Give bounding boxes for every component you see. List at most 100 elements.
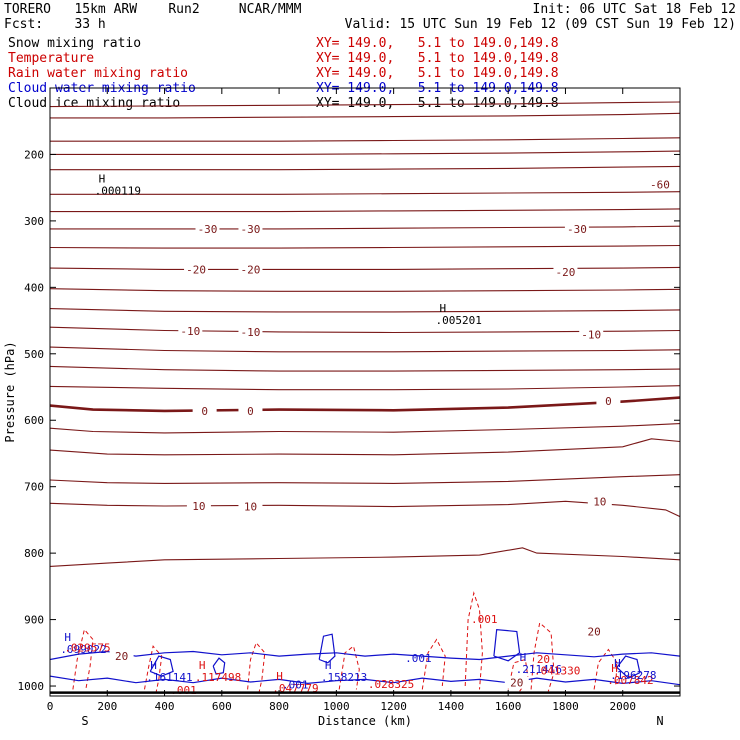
isotherm-label-8: -10 (241, 326, 261, 339)
isotherm-label-bg-6 (553, 266, 578, 279)
isotherm-label-4: -20 (186, 263, 206, 276)
isotherm-21 (50, 547, 680, 567)
h-marker-3: H (150, 659, 157, 672)
x-tick-label-4: 800 (269, 700, 289, 713)
h-marker-6: H (325, 659, 332, 672)
h-marker-value-1: .005201 (435, 314, 481, 327)
cloud-contour-4 (149, 655, 174, 677)
isotherm-2 (50, 137, 680, 142)
isotherm-label-bg-10 (192, 404, 217, 417)
isotherm-label-bg-1 (195, 222, 220, 235)
isotherm-label-6: -20 (556, 266, 576, 279)
isotherm-label-bg-9 (579, 328, 604, 341)
plot-frame (49, 87, 681, 697)
isotherm-label-2: -30 (241, 223, 261, 236)
isotherm-label-bg-4 (184, 263, 209, 276)
isotherm-3 (50, 150, 680, 155)
north-label: N (656, 714, 663, 728)
y-tick-label-1: 300 (24, 215, 44, 228)
y-tick-label-8: 1000 (18, 680, 45, 693)
h-marker-7: H (520, 651, 527, 664)
x-tick-label-8: 1600 (495, 700, 522, 713)
isotherm-label-bg-15 (587, 495, 612, 508)
isotherm-1 (50, 112, 680, 119)
isotherm-label-11: 0 (247, 405, 254, 418)
contour-labels: -60 -30 -30 -30 -20 -20 -20 -10 -10 -10 0 0 0 10 10 10 2… (60, 172, 672, 697)
isotherm-19 (50, 474, 680, 484)
x-tick-label-0: 0 (47, 700, 54, 713)
h-marker-value-8: .007842 (607, 674, 653, 687)
y-tick-label-2: 400 (24, 281, 44, 294)
h-marker-2: H (64, 631, 71, 644)
isotherm-label-0: -60 (650, 178, 670, 191)
isotherm-label-16: 20 (587, 626, 600, 639)
rain-contour-6 (530, 621, 555, 692)
legend-snow-xy: XY= 149.0, 5.1 to 149.0,149.8 (316, 36, 559, 51)
x-tick-label-10: 2000 (609, 700, 636, 713)
legend-snow-label: Snow mixing ratio (8, 36, 142, 51)
isotherm-label-bg-3 (564, 222, 589, 235)
legend-rain-label: Rain water mixing ratio (8, 66, 189, 81)
x-tick-label-9: 1800 (552, 700, 579, 713)
h-marker-1: H (439, 302, 446, 315)
isotherm-5 (50, 191, 680, 195)
h-marker-value-4: .117498 (195, 671, 241, 684)
forecast-hour: Fcst: 33 h (4, 17, 106, 32)
y-tick-label-0: 200 (24, 148, 44, 161)
isotherm-label-bg-5 (238, 263, 263, 276)
south-label: S (81, 714, 88, 728)
cloud-label-0: .001 (282, 679, 309, 692)
y-tick-label-3: 500 (24, 348, 44, 361)
isotherm-label-12: 0 (605, 395, 612, 408)
cloud-contour-3 (493, 628, 521, 662)
legend-rain-xy: XY= 149.0, 5.1 to 149.0,149.8 (316, 66, 559, 81)
x-axis-title: Distance (km) (318, 714, 412, 728)
y-tick-label-4: 600 (24, 414, 44, 427)
h-marker-8: H (611, 662, 618, 675)
isotherm-label-bg-2 (238, 222, 263, 235)
cloud-contour-1 (50, 675, 680, 686)
rain-label-4: .041330 (534, 665, 580, 678)
cloud-label-1: .001 (405, 652, 432, 665)
rain-contour-5 (464, 591, 483, 690)
h-marker-5: H (276, 670, 283, 683)
isotherm-label-bg-16 (582, 625, 607, 638)
rain-contour-1 (144, 645, 163, 693)
isotherm-label-3: -30 (567, 223, 587, 236)
isotherm-9 (50, 266, 680, 270)
rain-label-1: .001 (170, 684, 197, 697)
h-marker-value-9: .196278 (610, 669, 656, 682)
isotherm-label-9: -10 (581, 329, 601, 342)
isotherm-label-bg-13 (186, 499, 211, 512)
h-marker-value-3: .161141 (146, 671, 192, 684)
y-axis-title: Pressure (hPa) (3, 341, 17, 442)
y-tick-label-6: 800 (24, 547, 44, 560)
y-tick-label-7: 900 (24, 614, 44, 627)
rain-label-3: .001 (471, 613, 498, 626)
isotherm-label-17: 20 (115, 650, 128, 663)
isotherm-label-10: 0 (201, 405, 208, 418)
isotherm-20 (50, 500, 680, 518)
isotherm-16 (50, 396, 680, 413)
isotherm-label-14: 10 (244, 501, 257, 514)
cloud-contour-2 (318, 633, 336, 664)
isotherm-15 (50, 385, 680, 391)
isotherm-13 (50, 346, 680, 353)
rain-contour-3 (338, 645, 360, 690)
isotherm-18 (50, 438, 680, 456)
x-tick-label-3: 600 (212, 700, 232, 713)
cloud-contours (50, 628, 680, 686)
isotherm-10 (50, 288, 680, 292)
h-marker-value-6: .158213 (321, 671, 367, 684)
cloud-contour-0 (50, 650, 680, 661)
isotherm-6 (50, 208, 680, 213)
isotherm-label-bg-7 (178, 325, 203, 338)
isotherm-14 (50, 365, 680, 372)
rain-label-2: .028325 (368, 678, 414, 691)
valid-time: Valid: 15 UTC Sun 19 Feb 12 (09 CST Sun … (344, 17, 736, 32)
isotherm-0 (50, 101, 680, 108)
h-marker-value-2: .099022 (60, 643, 106, 656)
isotherm-label-7: -10 (180, 325, 200, 338)
isotherm-label-15: 10 (593, 495, 606, 508)
